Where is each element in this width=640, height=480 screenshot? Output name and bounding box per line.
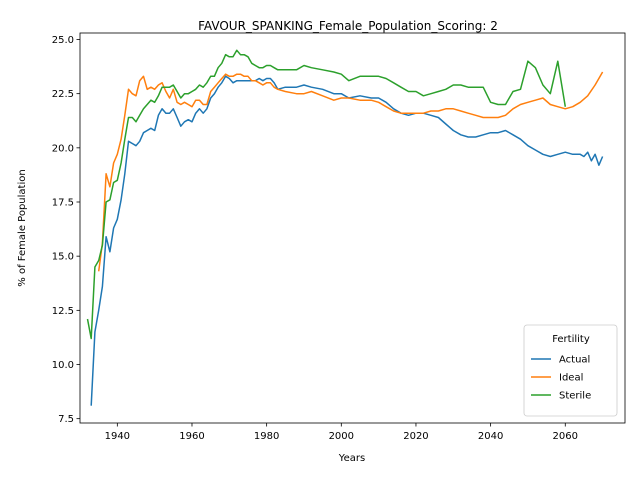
y-tick-label: 17.5 [52, 198, 74, 209]
y-axis-label: % of Female Population [17, 169, 28, 286]
y-tick-label: 25.0 [52, 35, 74, 46]
y-tick-label: 12.5 [52, 306, 74, 317]
legend-entries: Actual Ideal Sterile [531, 355, 591, 402]
x-axis-label: Years [338, 453, 365, 464]
plot-frame [79, 32, 626, 424]
plot-area [79, 32, 626, 424]
series-lines [86, 49, 604, 406]
x-tick-label: 2060 [553, 431, 578, 442]
legend-label-ideal: Ideal [559, 373, 583, 384]
legend-box [523, 324, 618, 417]
x-tick-label: 1980 [254, 431, 279, 442]
y-axis: 7.5 10.0 12.5 15.0 17.5 20.0 22.5 25.0 [52, 35, 80, 425]
legend-title: Fertility [552, 334, 590, 345]
series-line-sterile [86, 49, 567, 340]
x-tick-label: 2040 [478, 431, 503, 442]
y-tick-label: 22.5 [52, 89, 74, 100]
legend-label-sterile: Sterile [559, 391, 591, 402]
x-tick-label: 1940 [105, 431, 130, 442]
y-tick-label: 10.0 [52, 360, 74, 371]
x-tick-label: 1960 [179, 431, 204, 442]
y-tick-label: 20.0 [52, 143, 74, 154]
x-tick-label: 2020 [403, 431, 428, 442]
legend-label-actual: Actual [559, 355, 590, 366]
chart-title: FAVOUR_SPANKING_Female_Population_Scorin… [198, 19, 498, 33]
x-axis: 1940 1960 1980 2000 2020 2040 2060 [105, 423, 578, 442]
y-tick-label: 15.0 [52, 252, 74, 263]
series-line-actual [90, 75, 604, 406]
series-line-ideal [97, 71, 604, 272]
x-tick-label: 2000 [329, 431, 354, 442]
y-tick-label: 7.5 [58, 414, 74, 425]
legend: Fertility Actual Ideal Sterile [523, 324, 618, 417]
